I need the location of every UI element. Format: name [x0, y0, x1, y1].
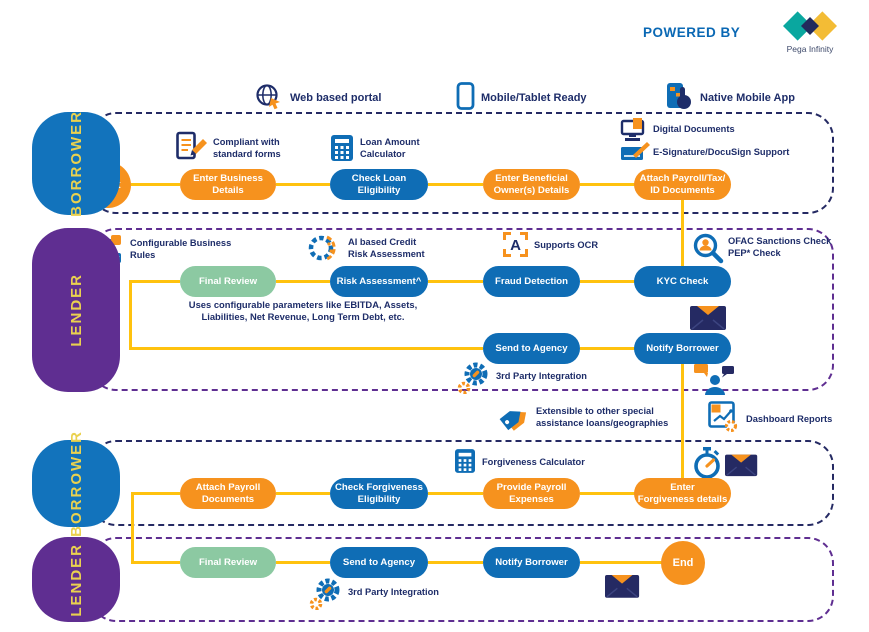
person-chat-icon [686, 364, 738, 395]
lane-label-borrower-1: BORROWER [32, 110, 120, 217]
lane-label-text: LENDER [67, 542, 85, 617]
lane-label-text: LENDER [67, 273, 85, 347]
ocr-icon: A [502, 231, 529, 258]
feature-mobile-ready-label: Mobile/Tablet Ready [481, 92, 587, 104]
connector [131, 492, 134, 563]
node-final-review-1: Final Review [180, 266, 276, 297]
feature-web-portal-label: Web based portal [290, 92, 382, 104]
extensible-label: Extensible to other special assistance l… [536, 406, 669, 428]
connector [580, 183, 635, 186]
feature-native-app-label: Native Mobile App [700, 92, 795, 104]
third-party-integration-label-1: 3rd Party Integration [496, 371, 587, 381]
digital-documents-label: Digital Documents [653, 124, 735, 134]
stopwatch-icon [693, 447, 721, 479]
ofac-check-icon [693, 233, 724, 264]
connector [428, 280, 483, 283]
supports-ocr-label: Supports OCR [534, 240, 599, 250]
node-notify-borrower-2: Notify Borrower [483, 547, 580, 578]
third-party-integration-label-2: 3rd Party Integration [348, 587, 439, 597]
calculator-icon [331, 135, 353, 161]
node-risk-assessment: Risk Assessment^ [330, 266, 428, 297]
pega-logo-icon [782, 8, 838, 44]
node-final-review-2: Final Review [180, 547, 276, 578]
dashboard-reports-icon [708, 401, 741, 433]
node-provide-payroll-expenses: Provide Payroll Expenses [483, 478, 580, 509]
node-enter-forgiveness-details: Enter Forgiveness details [634, 478, 731, 509]
lane-label-lender-2: LENDER [32, 537, 120, 622]
node-notify-borrower-1: Notify Borrower [634, 333, 731, 364]
ai-credit-risk-icon [307, 232, 343, 265]
connector [580, 492, 637, 495]
connector [580, 561, 663, 564]
connector [428, 561, 483, 564]
node-fraud-detection: Fraud Detection [483, 266, 580, 297]
forgiveness-calculator-icon [455, 449, 475, 473]
svg-text:A: A [510, 237, 521, 254]
connector [428, 492, 483, 495]
node-kyc-check: KYC Check [634, 266, 731, 297]
esignature-label: E-Signature/DocuSign Support [653, 147, 790, 157]
configurable-rules-label: Configurable Business Rules [130, 238, 232, 260]
pega-brand-label: Pega Infinity [786, 44, 834, 54]
globe-icon [255, 83, 282, 110]
connector [129, 347, 483, 350]
connector [131, 492, 180, 495]
connector [276, 561, 330, 564]
connector [681, 200, 684, 268]
envelope-icon [605, 571, 641, 599]
node-attach-payroll-tax-id: Attach Payroll/Tax/ ID Documents [634, 169, 731, 200]
node-attach-payroll-documents: Attach Payroll Documents [180, 478, 276, 509]
loan-calculator-label: Loan Amount Calculator [360, 137, 420, 159]
connector [129, 280, 132, 350]
envelope-icon [690, 302, 728, 331]
connector [276, 280, 330, 283]
connector [428, 183, 483, 186]
lane-label-lender-1: LENDER [32, 228, 120, 392]
node-check-forgiveness-eligibility: Check Forgiveness Eligibility [330, 478, 428, 509]
integration-gears-icon [456, 361, 490, 395]
connector [580, 347, 635, 350]
esignature-icon [620, 142, 650, 161]
connector [681, 363, 684, 483]
digital-documents-icon [620, 118, 649, 142]
compliant-forms-label: Compliant with standard forms [213, 137, 281, 159]
document-pen-icon [176, 131, 208, 162]
connector [580, 280, 635, 283]
node-end: End [661, 541, 705, 585]
connector [131, 561, 180, 564]
connector [276, 492, 330, 495]
integration-gears-icon [308, 577, 342, 611]
ai-credit-risk-label: AI based Credit Risk Assessment [348, 237, 425, 259]
connector [276, 183, 330, 186]
node-send-to-agency-1: Send to Agency [483, 333, 580, 364]
connector [131, 183, 180, 186]
lane-label-text: BORROWER [67, 430, 85, 537]
dashboard-reports-label: Dashboard Reports [746, 414, 833, 424]
node-enter-beneficial-owners: Enter Beneficial Owner(s) Details [483, 169, 580, 200]
node-send-to-agency-2: Send to Agency [330, 547, 428, 578]
lane-label-borrower-2: BORROWER [32, 430, 120, 537]
envelope-icon [725, 451, 759, 477]
connector [129, 280, 180, 283]
configurable-parameters-note: Uses configurable parameters like EBITDA… [188, 299, 418, 323]
mobile-icon [456, 82, 475, 110]
native-app-icon [666, 81, 693, 110]
tag-icon [496, 401, 533, 436]
powered-by-label: POWERED BY [643, 25, 741, 40]
node-check-loan-eligibility: Check Loan Eligibility [330, 169, 428, 200]
ofac-check-label: OFAC Sanctions Check PEP* Check [728, 236, 832, 258]
lane-label-text: BORROWER [67, 110, 85, 217]
forgiveness-calculator-label: Forgiveness Calculator [482, 457, 585, 467]
node-enter-business-details: Enter Business Details [180, 169, 276, 200]
